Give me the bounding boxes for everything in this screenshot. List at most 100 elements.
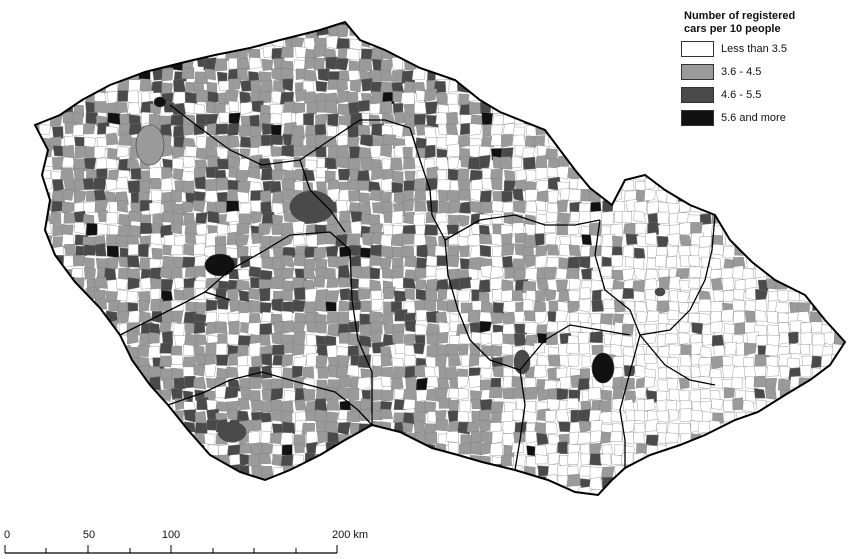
municipality-cell (357, 170, 370, 182)
municipality-cell (127, 210, 142, 222)
scale-label-50: 50 (82, 529, 96, 541)
municipality-cell (655, 145, 667, 157)
municipality-cell (162, 487, 175, 495)
municipality-cell (40, 256, 53, 268)
municipality-cell (151, 411, 165, 425)
municipality-cell (613, 147, 626, 158)
municipality-cell (664, 137, 679, 149)
municipality-cell (536, 278, 549, 291)
municipality-cell (346, 364, 359, 377)
municipality-cell (588, 69, 601, 81)
municipality-cell (665, 255, 678, 268)
municipality-cell (524, 322, 538, 335)
municipality-cell (843, 499, 850, 511)
municipality-cell (533, 111, 547, 124)
municipality-cell (426, 334, 439, 346)
municipality-cell (709, 159, 723, 172)
municipality-cell (809, 399, 823, 412)
municipality-cell (844, 408, 845, 422)
municipality-cell (326, 126, 337, 137)
municipality-cell (280, 46, 294, 58)
municipality-cell (458, 214, 470, 227)
municipality-cell (392, 277, 405, 289)
municipality-cell (658, 500, 670, 512)
municipality-cell (812, 201, 824, 216)
municipality-cell (184, 500, 197, 512)
municipality-cell (823, 224, 836, 237)
municipality-cell (116, 145, 129, 158)
municipality-cell (403, 486, 416, 495)
municipality-cell (261, 24, 275, 37)
municipality-cell (535, 200, 546, 212)
municipality-cell (195, 333, 208, 347)
municipality-cell (161, 330, 174, 346)
municipality-cell (823, 256, 835, 270)
municipality-cell (371, 26, 384, 39)
municipality-cell (149, 323, 161, 336)
municipality-cell (139, 463, 152, 478)
municipality-cell (107, 45, 120, 59)
municipality-cell (691, 475, 704, 487)
municipality-cell (94, 22, 109, 27)
municipality-cell (834, 70, 845, 83)
municipality-cell (481, 477, 495, 492)
municipality-cell (336, 485, 349, 495)
municipality-cell (162, 431, 176, 444)
municipality-cell (118, 466, 131, 480)
municipality-cell (173, 488, 187, 495)
municipality-cell (699, 188, 713, 201)
municipality-cell (105, 178, 119, 192)
municipality-cell (789, 71, 803, 84)
municipality-cell (270, 276, 284, 290)
municipality-cell (514, 474, 526, 489)
municipality-cell (424, 46, 438, 58)
legend-title: Number of registered cars per 10 people (684, 10, 844, 36)
municipality-cell (578, 159, 592, 172)
municipality-cell (348, 70, 360, 81)
municipality-cell (820, 376, 834, 388)
municipality-cell (171, 189, 182, 203)
municipality-cell (524, 431, 538, 444)
municipality-cell (635, 45, 648, 59)
municipality-cell (379, 81, 394, 94)
municipality-cell (282, 280, 294, 291)
municipality-cell (625, 390, 638, 403)
municipality-cell (306, 431, 318, 445)
municipality-cell (478, 355, 492, 369)
municipality-cell (35, 170, 41, 184)
municipality-cell (170, 244, 184, 256)
municipality-cell (821, 299, 834, 312)
municipality-cell (370, 167, 383, 181)
municipality-cell (227, 475, 241, 487)
municipality-cell (568, 245, 581, 257)
municipality-cell (502, 35, 514, 48)
municipality-cell (82, 412, 96, 425)
municipality-cell (148, 46, 162, 59)
municipality-cell (797, 78, 811, 93)
region-boundary (444, 239, 521, 371)
municipality-cell (204, 363, 217, 378)
municipality-cell (194, 411, 207, 425)
municipality-cell (445, 123, 459, 135)
municipality-cell (338, 168, 351, 181)
municipality-cell (138, 300, 150, 313)
municipality-cell (548, 25, 559, 39)
municipality-cell (173, 22, 186, 29)
municipality-cell (556, 166, 570, 180)
municipality-cell (735, 420, 748, 434)
municipality-cell (777, 258, 792, 272)
municipality-cell (425, 265, 437, 277)
municipality-cell (843, 225, 845, 239)
municipality-cell (755, 225, 769, 238)
municipality-cell (305, 22, 318, 27)
municipality-cell (468, 374, 481, 389)
municipality-cell (789, 343, 803, 355)
municipality-cell (130, 168, 142, 180)
municipality-cell (335, 58, 349, 71)
municipality-cell (380, 455, 393, 468)
municipality-cell (754, 430, 767, 444)
municipality-cell (732, 299, 746, 312)
municipality-cell (435, 311, 448, 324)
municipality-cell (457, 376, 470, 389)
